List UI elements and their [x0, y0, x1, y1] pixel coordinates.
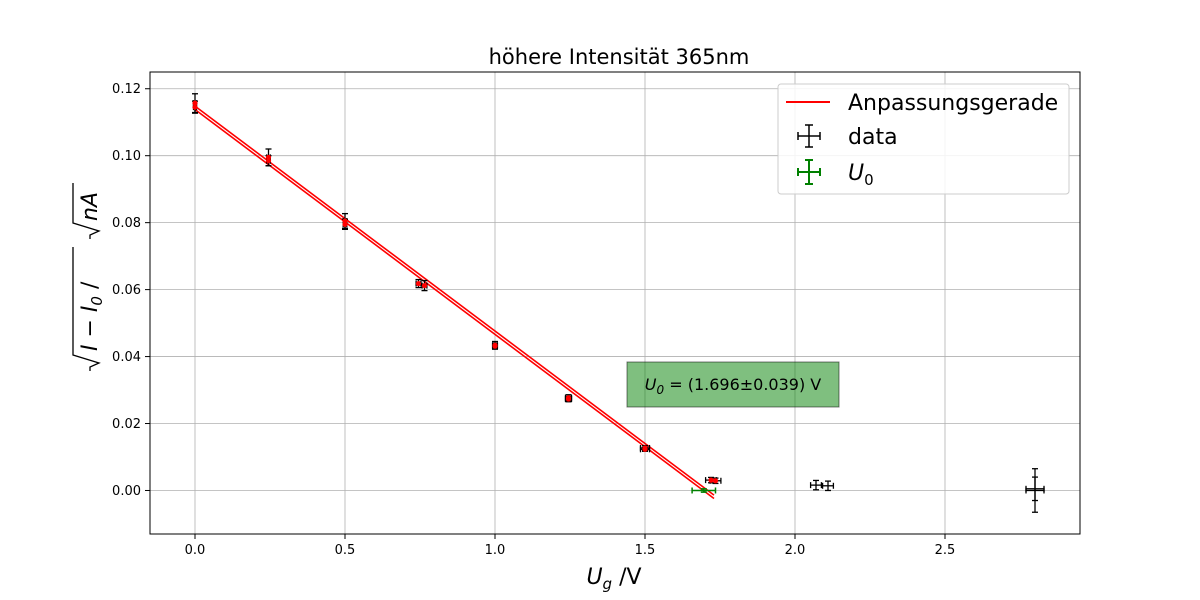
fit-lines	[194, 105, 715, 500]
x-tick-label: 2.5	[935, 543, 956, 558]
legend-errorbar-swatch-u0	[797, 159, 821, 185]
fit-data-point	[415, 280, 422, 287]
legend-box	[777, 83, 1070, 195]
fit-data-point	[492, 343, 498, 349]
legend: Anpassungsgerade data U0	[777, 83, 1070, 195]
y-tick-label: 0.00	[112, 484, 141, 499]
fit-data-point	[342, 221, 348, 227]
y-axis-label: I − I0 / nA	[72, 183, 106, 371]
x-tick-label: 0.5	[335, 543, 356, 558]
y-tick-label: 0.06	[112, 283, 141, 298]
legend-entry-data: data	[797, 124, 898, 150]
y-tick-label: 0.04	[112, 350, 141, 365]
u0-annotation: U0 = (1.696±0.039) V	[626, 361, 840, 408]
chart-title: höhere Intensität 365nm	[489, 45, 750, 69]
x-tick-label: 1.5	[635, 543, 656, 558]
x-tick-label: 2.0	[785, 543, 806, 558]
x-tick-label: 0.0	[185, 543, 206, 558]
y-axis-ticks: 0.00 0.02 0.04 0.06 0.08 0.10 0.12	[112, 82, 150, 499]
fit-data-point	[192, 100, 198, 106]
u0-errorbar	[691, 487, 717, 494]
fit-data-point	[642, 446, 648, 452]
fit-data-point	[565, 396, 572, 402]
legend-label-data: data	[848, 125, 898, 150]
y-tick-label: 0.12	[112, 82, 141, 97]
data-point-errorbar	[809, 479, 823, 491]
x-axis-ticks: 0.0 0.5 1.0 1.5 2.0 2.5	[185, 534, 956, 558]
legend-errorbar-swatch-data	[797, 124, 821, 148]
data-markers	[192, 100, 719, 484]
fit-line	[194, 108, 715, 500]
svg-text:I − I0 /: I − I0 /	[78, 281, 106, 351]
y-tick-label: 0.02	[112, 417, 141, 432]
data-errorbars	[192, 93, 1045, 513]
u0-marker	[691, 487, 717, 494]
legend-label-anpassungsgerade: Anpassungsgerade	[848, 91, 1058, 116]
plot-frame	[149, 71, 1081, 535]
x-axis-label: Ug /V	[586, 565, 641, 593]
fit-data-point	[421, 282, 428, 289]
annotation-text: U0 = (1.696±0.039) V	[645, 375, 822, 397]
svg-text:nA: nA	[78, 192, 103, 221]
y-tick-label: 0.08	[112, 216, 141, 231]
data-point-errorbar	[821, 480, 835, 492]
fit-line	[194, 105, 715, 496]
data-point-errorbar	[1025, 476, 1045, 502]
x-tick-label: 1.0	[485, 543, 506, 558]
fit-data-point	[192, 104, 198, 110]
legend-label-u0: U0	[848, 161, 874, 189]
fit-data-point	[708, 477, 714, 483]
fit-data-point	[265, 158, 272, 164]
legend-entry-u0: U0	[797, 159, 874, 189]
legend-entry-anpassungsgerade: Anpassungsgerade	[786, 91, 1058, 116]
annotation-box	[626, 361, 840, 408]
fit-data-point	[712, 478, 719, 484]
y-tick-label: 0.10	[112, 149, 141, 164]
